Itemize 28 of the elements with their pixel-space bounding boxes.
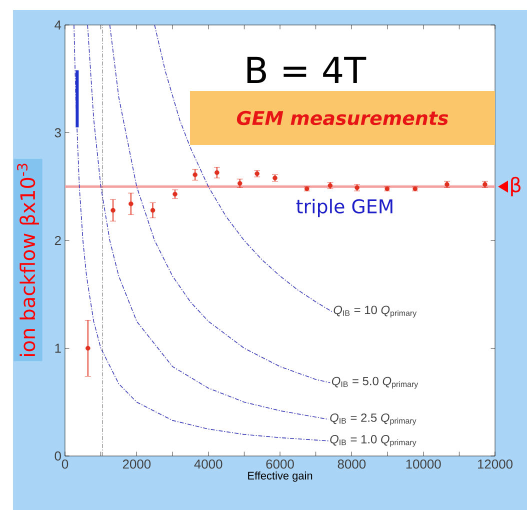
series-label: Q$_{IB}$ = 2.5 Q$_{primary}$ (330, 413, 416, 426)
y-tick-label: 3 (54, 128, 61, 138)
point (86, 346, 90, 351)
x-axis-title: Effective gain (248, 472, 312, 482)
x-tick-label: 6000 (266, 460, 294, 469)
y-axis-title: ion backflow βx10$^{-3}$ (17, 164, 39, 356)
point (150, 208, 156, 213)
series-label: Q$_{IB}$ = 1.0 Q$_{primary}$ (330, 435, 416, 447)
y-tick-label: 4 (54, 20, 62, 30)
x-tick-label: 10000 (406, 460, 441, 469)
y-tick-label: 1 (55, 344, 61, 353)
point (214, 170, 220, 175)
ref-line-label: β (511, 176, 520, 196)
x-tick-label: 12000 (478, 460, 513, 469)
point (128, 201, 134, 206)
y-tick-label: 0 (54, 451, 61, 461)
series-label: Q$_{IB}$ = 10 Q$_{primary}$ (334, 306, 417, 318)
x-tick-label: 8000 (338, 460, 366, 469)
annotation: triple GEM (296, 198, 392, 218)
y-tick-label: 2 (54, 236, 61, 246)
series-label: Q$_{IB}$ = 5.0 Q$_{primary}$ (332, 376, 418, 389)
point (192, 172, 198, 178)
annotation: GEM measurements (236, 110, 448, 126)
annotation: B = 4T (247, 56, 366, 84)
x-tick-label: 2000 (122, 460, 151, 469)
x-tick-label: 4000 (194, 460, 222, 469)
x-tick-label: 0 (62, 460, 68, 469)
point (110, 208, 116, 213)
